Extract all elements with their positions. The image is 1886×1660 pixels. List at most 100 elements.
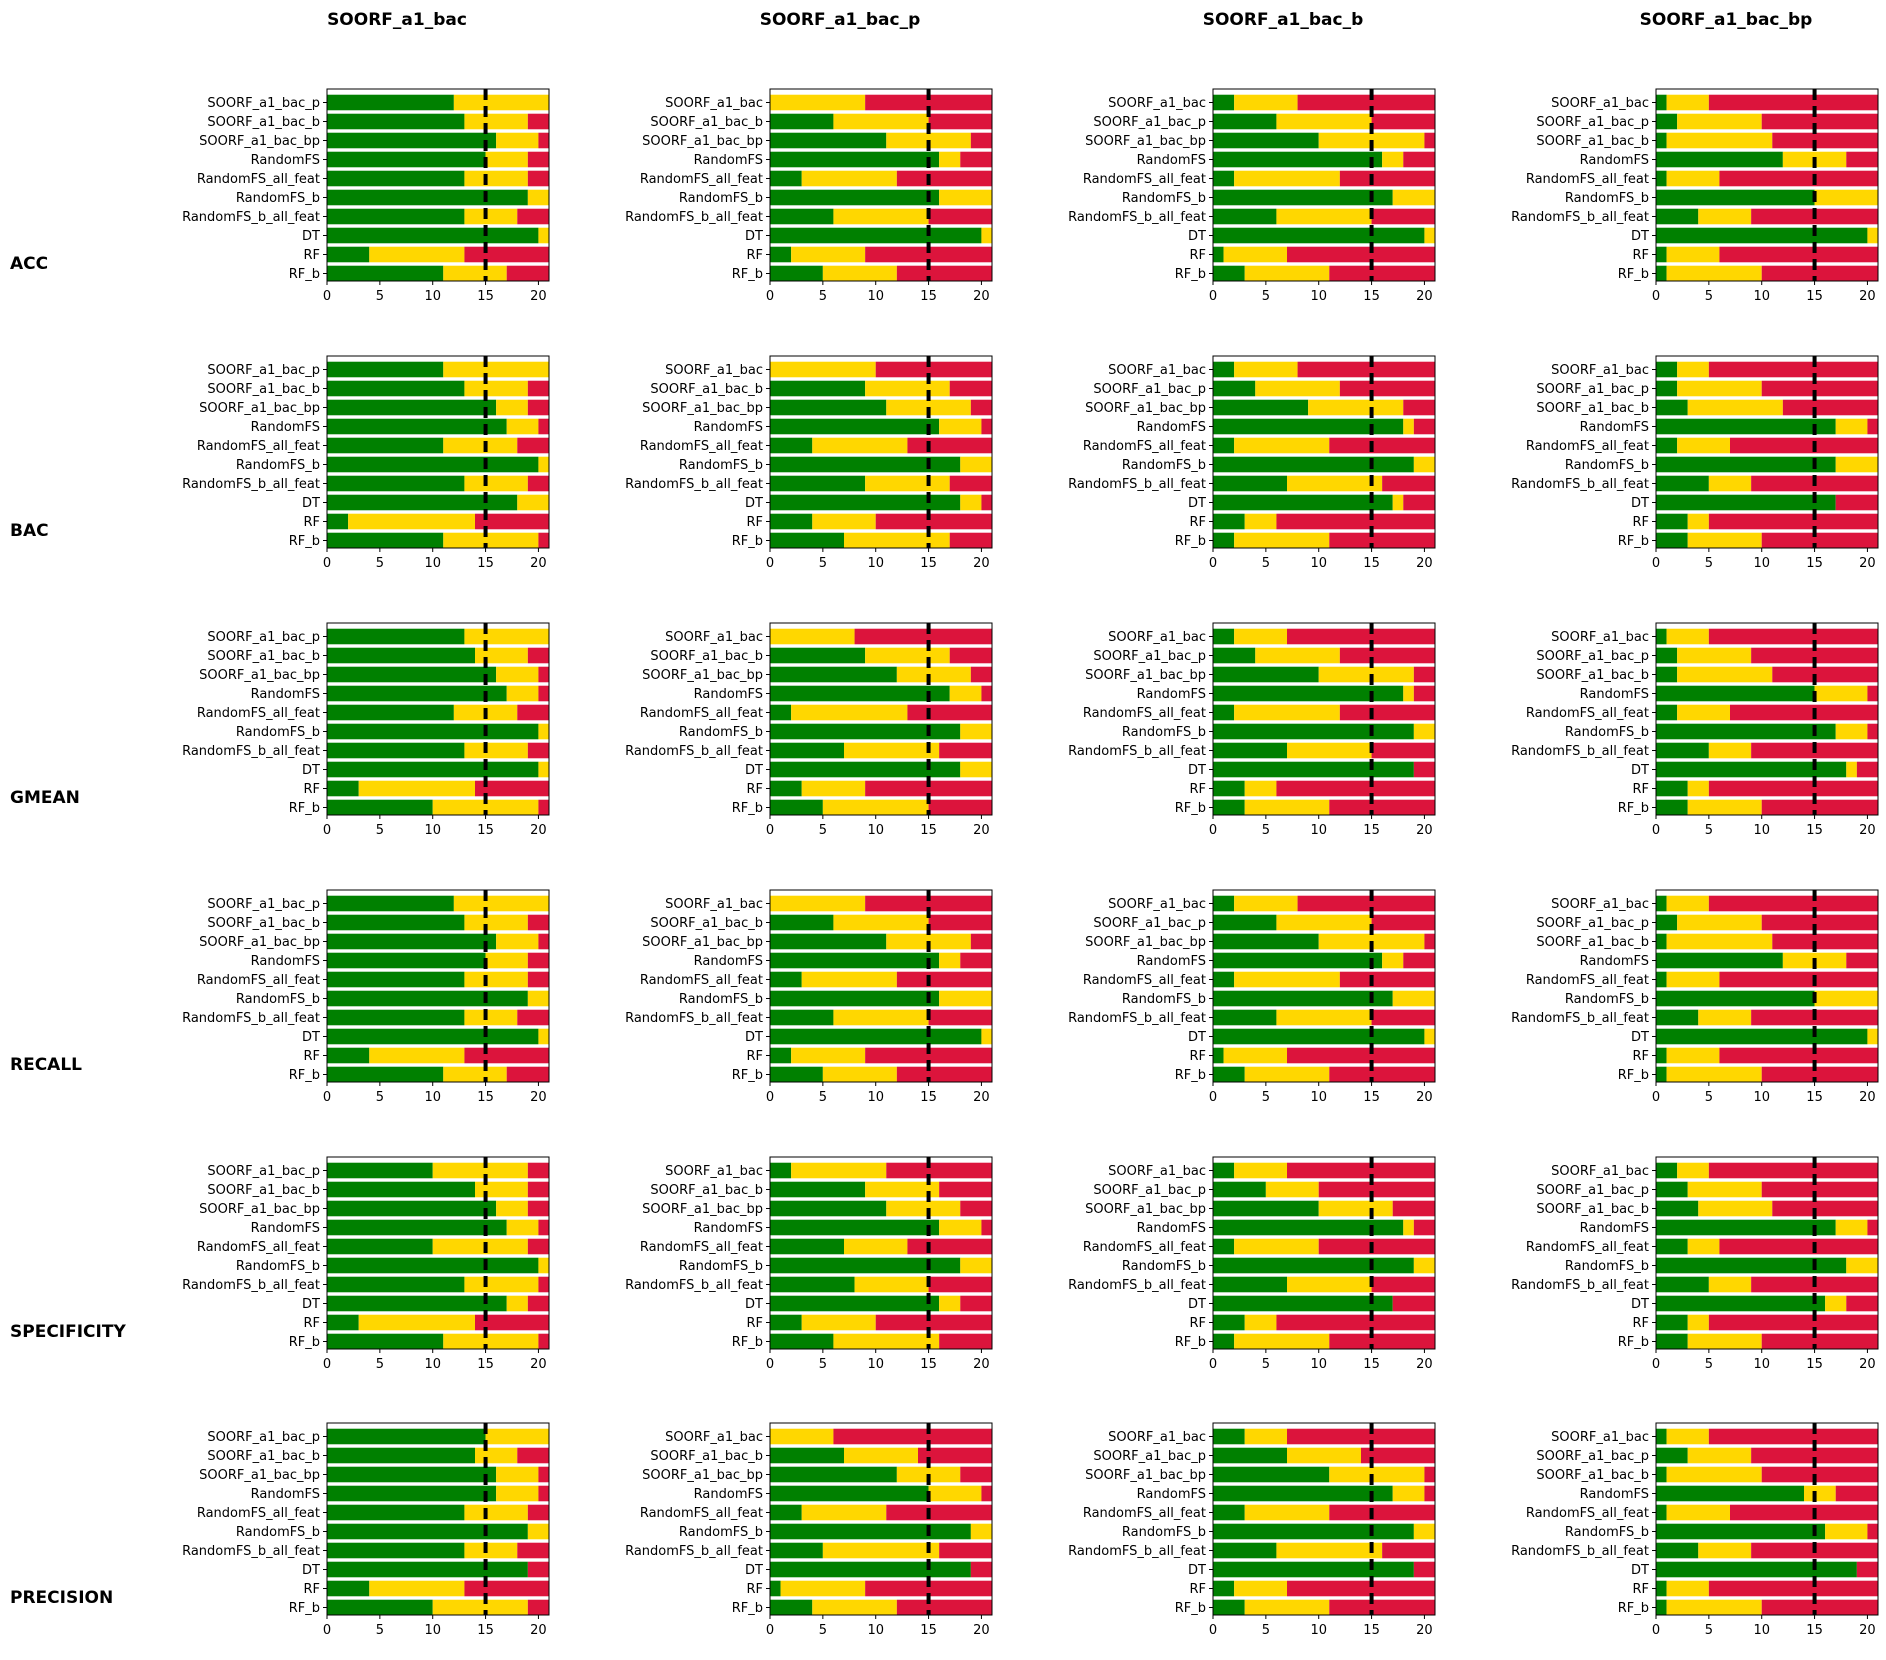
x-tick-label: 5 (1262, 823, 1270, 838)
bar-wins (1656, 399, 1688, 416)
category-label: DT (1631, 763, 1649, 778)
bar-wins (770, 1028, 982, 1045)
bar-wins (770, 780, 802, 797)
bar-wins (327, 952, 486, 969)
axes-frame (769, 88, 993, 282)
bar-wins (1213, 1238, 1235, 1255)
category-label: RF (1632, 1316, 1649, 1331)
bar-wins (327, 399, 497, 416)
bar-losses (538, 132, 549, 149)
bar-losses (896, 971, 992, 988)
bar-wins (327, 1314, 359, 1331)
category-label: RandomFS (1137, 687, 1206, 702)
category-label: RF_b (732, 1601, 763, 1616)
x-tick-label: 10 (867, 289, 884, 304)
bar-losses (1413, 761, 1435, 778)
bar-ties (1825, 1523, 1868, 1540)
bar-wins (327, 1542, 465, 1559)
bar-ties (822, 1066, 897, 1083)
x-tick-label: 10 (1310, 289, 1327, 304)
category-label: DT (1188, 1030, 1206, 1045)
x-tick-label: 0 (1652, 1623, 1660, 1638)
bar-ties (1666, 170, 1720, 187)
category-label: SOORF_a1_bac (1551, 363, 1649, 378)
category-label: SOORF_a1_bac_p (207, 96, 320, 111)
category-label: RandomFS_all_feat (1526, 973, 1649, 988)
bar-wins (770, 437, 813, 454)
bar-ties (464, 380, 528, 397)
category-label: RandomFS_all_feat (1526, 706, 1649, 721)
category-label: RandomFS_b_all_feat (1068, 1011, 1206, 1026)
bar-wins (1656, 1466, 1667, 1483)
bar-wins (1213, 208, 1277, 225)
bar-ties (1666, 246, 1720, 263)
bar-wins (1213, 1257, 1414, 1274)
category-label: RandomFS_b_all_feat (182, 744, 320, 759)
bar-ties (464, 971, 528, 988)
bar-wins (1213, 456, 1414, 473)
bar-ties (464, 1542, 518, 1559)
bar-ties (1687, 1181, 1762, 1198)
x-tick-label: 15 (920, 289, 937, 304)
category-label: RandomFS_b (1565, 992, 1649, 1007)
bar-ties (1846, 1257, 1878, 1274)
bar-ties (770, 628, 855, 645)
bar-losses (1761, 914, 1878, 931)
bar-losses (1329, 799, 1435, 816)
category-label: RandomFS_b (236, 992, 320, 1007)
category-label: SOORF_a1_bac (1108, 1430, 1206, 1445)
bar-losses (1371, 742, 1435, 759)
category-label: SOORF_a1_bac_b (650, 649, 763, 664)
category-label: RF (303, 1316, 320, 1331)
category-label: SOORF_a1_bac_p (1536, 382, 1649, 397)
x-tick-label: 10 (867, 1623, 884, 1638)
bar-wins (1213, 1295, 1393, 1312)
bar-losses (1867, 723, 1878, 740)
bar-wins (327, 475, 465, 492)
category-label: SOORF_a1_bac (665, 1164, 763, 1179)
bar-ties (1244, 799, 1330, 816)
bar-ties (833, 914, 929, 931)
x-tick-label: 5 (376, 556, 384, 571)
category-label: RandomFS_all_feat (197, 172, 320, 187)
row-title: SPECIFICITY (10, 1322, 126, 1342)
bar-ties (1666, 628, 1709, 645)
category-label: RandomFS_all_feat (197, 706, 320, 721)
x-tick-label: 0 (1209, 1623, 1217, 1638)
category-label: SOORF_a1_bac_p (1536, 649, 1649, 664)
bar-losses (1761, 380, 1878, 397)
bar-ties (432, 799, 539, 816)
category-label: SOORF_a1_bac_b (650, 916, 763, 931)
bar-losses (833, 1428, 992, 1445)
bar-ties (801, 780, 866, 797)
bar-ties (1413, 456, 1435, 473)
bar-wins (327, 666, 497, 683)
category-label: SOORF_a1_bac_p (1093, 115, 1206, 130)
bar-ties (960, 723, 992, 740)
axes-frame (1655, 1422, 1879, 1616)
bar-wins (327, 914, 465, 931)
category-label: SOORF_a1_bac (1108, 96, 1206, 111)
x-tick-label: 5 (376, 1357, 384, 1372)
category-label: SOORF_a1_bac_p (1093, 382, 1206, 397)
bar-losses (527, 475, 549, 492)
bar-wins (327, 513, 349, 530)
bar-wins (327, 1219, 507, 1236)
bar-wins (1656, 1447, 1688, 1464)
bar-ties (432, 1238, 528, 1255)
category-label: SOORF_a1_bac_p (207, 1164, 320, 1179)
category-label: RandomFS_b (679, 191, 763, 206)
bar-ties (506, 1219, 539, 1236)
x-tick-label: 15 (920, 1357, 937, 1372)
bar-wins (327, 1580, 370, 1597)
bar-wins (770, 532, 844, 549)
bar-ties (960, 1257, 992, 1274)
category-label: RF (303, 1582, 320, 1597)
category-label: RandomFS_b_all_feat (625, 477, 763, 492)
bar-ties (453, 94, 549, 111)
bar-ties (1666, 1428, 1709, 1445)
x-tick-label: 20 (530, 556, 547, 571)
bar-ties (1403, 685, 1414, 702)
bar-wins (1656, 1314, 1688, 1331)
x-tick-label: 10 (424, 556, 441, 571)
